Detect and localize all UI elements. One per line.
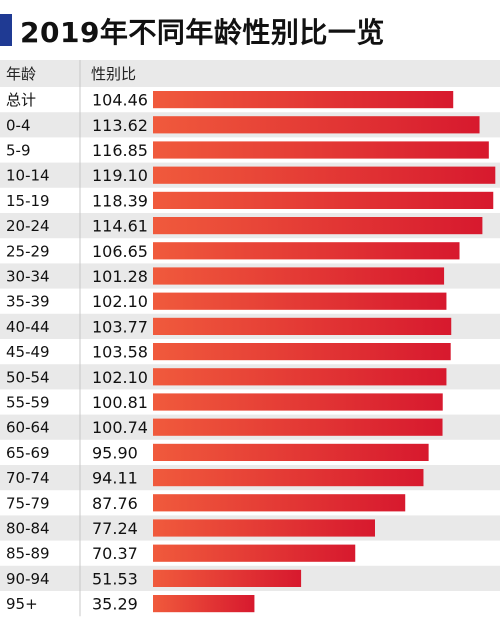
- value-label: 94.11: [92, 469, 138, 488]
- value-label: 106.65: [92, 242, 148, 261]
- bar: [153, 242, 460, 260]
- category-label: 20-24: [6, 217, 50, 235]
- bar: [153, 292, 447, 310]
- value-label: 100.81: [92, 393, 148, 412]
- value-label: 51.53: [92, 569, 138, 588]
- chart-title: 2019年不同年龄性别比一览: [20, 16, 385, 49]
- bar: [153, 317, 452, 335]
- header-value: 性别比: [91, 65, 136, 83]
- category-label: 80-84: [6, 520, 50, 538]
- category-label: 30-34: [6, 268, 50, 286]
- category-label: 总计: [6, 91, 36, 109]
- category-label: 40-44: [6, 318, 50, 336]
- bar: [153, 217, 483, 235]
- category-label: 5-9: [6, 142, 31, 160]
- bar: [153, 443, 429, 461]
- category-label: 95+: [6, 595, 38, 613]
- bar: [153, 519, 375, 537]
- bar: [153, 544, 356, 562]
- bar: [153, 91, 454, 109]
- value-label: 35.29: [92, 595, 138, 614]
- category-label: 50-54: [6, 368, 50, 386]
- bar: [153, 393, 443, 411]
- value-label: 95.90: [92, 443, 138, 462]
- category-label: 35-39: [6, 293, 50, 311]
- category-label: 15-19: [6, 192, 50, 210]
- title-bar: 2019年不同年龄性别比一览: [0, 8, 500, 50]
- category-label: 75-79: [6, 494, 50, 512]
- bar: [153, 368, 447, 386]
- category-label: 25-29: [6, 242, 50, 260]
- category-label: 65-69: [6, 444, 50, 462]
- bar: [153, 166, 496, 184]
- bar: [153, 191, 494, 209]
- value-label: 102.10: [92, 368, 148, 387]
- value-label: 103.58: [92, 343, 148, 362]
- bar: [153, 267, 445, 285]
- header-row-bg: [0, 60, 500, 87]
- value-label: 77.24: [92, 519, 138, 538]
- value-label: 102.10: [92, 292, 148, 311]
- value-label: 87.76: [92, 494, 138, 513]
- value-label: 104.46: [92, 91, 148, 110]
- value-label: 116.85: [92, 141, 148, 160]
- category-label: 60-64: [6, 419, 50, 437]
- category-label: 70-74: [6, 469, 50, 487]
- value-label: 114.61: [92, 217, 148, 236]
- bar: [153, 116, 480, 134]
- bar: [153, 595, 255, 613]
- category-label: 10-14: [6, 167, 50, 185]
- value-label: 70.37: [92, 544, 138, 563]
- value-label: 113.62: [92, 116, 148, 135]
- category-label: 0-4: [6, 116, 31, 134]
- bar: [153, 418, 443, 436]
- value-label: 103.77: [92, 317, 148, 336]
- bar: [153, 494, 406, 512]
- category-label: 45-49: [6, 343, 50, 361]
- bar: [153, 469, 424, 487]
- category-label: 90-94: [6, 570, 50, 588]
- bar: [153, 343, 451, 361]
- category-label: 85-89: [6, 545, 50, 563]
- bar: [153, 141, 489, 159]
- title-accent-bar: [0, 14, 12, 46]
- category-label: 55-59: [6, 394, 50, 412]
- value-label: 101.28: [92, 267, 148, 286]
- header-category: 年龄: [6, 65, 36, 83]
- value-label: 118.39: [92, 191, 148, 210]
- value-label: 100.74: [92, 418, 148, 437]
- bar: [153, 569, 302, 587]
- value-label: 119.10: [92, 166, 148, 185]
